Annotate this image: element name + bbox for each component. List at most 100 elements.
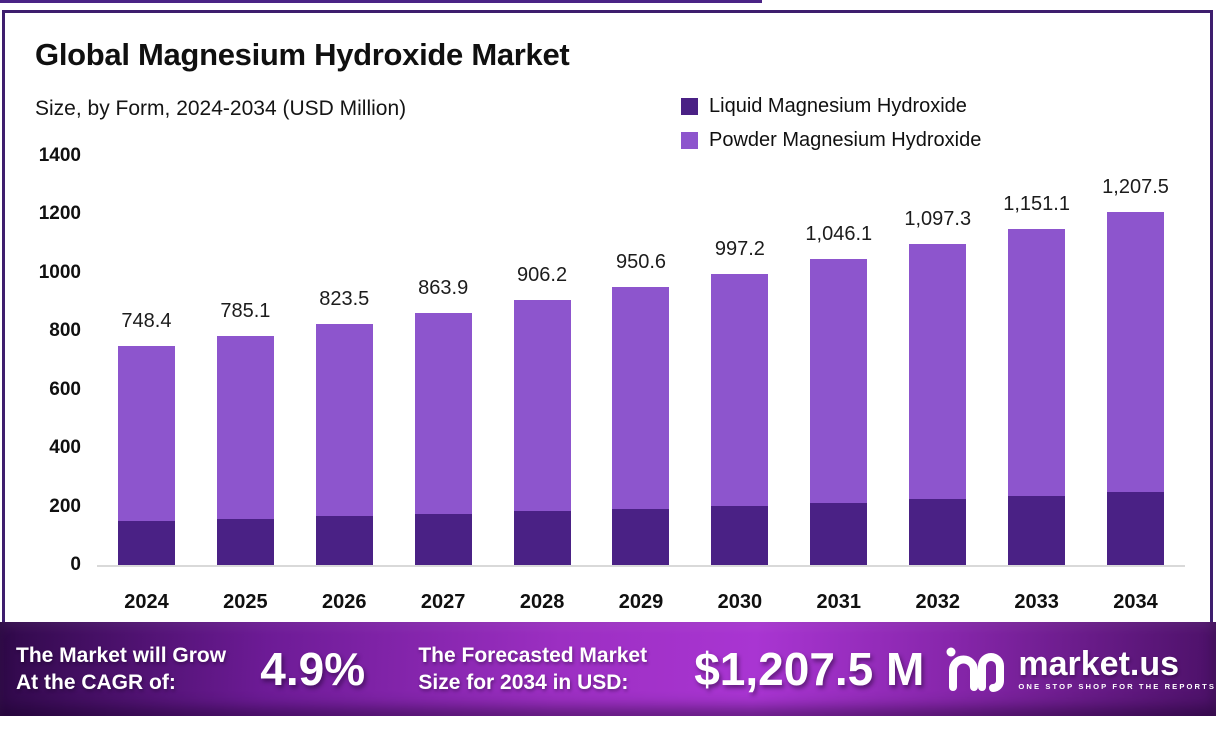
y-tick-800: 800 [49, 320, 81, 342]
liquid-segment-2024 [117, 521, 175, 565]
powder-segment-2032 [909, 244, 967, 500]
powder-swatch-icon [681, 132, 698, 149]
liquid-segment-2027 [414, 513, 472, 565]
liquid-segment-2033 [1008, 495, 1066, 565]
bar-2027: 863.9 [414, 277, 472, 565]
bar-2024: 748.4 [117, 310, 175, 565]
x-label-2032: 2032 [915, 591, 960, 613]
powder-segment-2024 [117, 346, 175, 522]
chart-subtitle: Size, by Form, 2024-2034 (USD Million) [35, 97, 407, 120]
liquid-segment-2025 [216, 518, 274, 565]
bar-value-2027: 863.9 [418, 276, 469, 299]
x-label-2030: 2030 [717, 591, 763, 613]
cagr-value: 4.9% [260, 643, 366, 695]
y-tick-1000: 1000 [38, 261, 81, 283]
bar-group-2032: 1,097.3 [888, 156, 987, 565]
bar-group-2030: 997.2 [690, 156, 789, 565]
liquid-segment-2029 [612, 508, 670, 565]
bar-group-2027: 863.9 [394, 156, 493, 565]
forecast-label-line1: The Forecasted Market [418, 644, 648, 667]
legend-item-liquid: Liquid Magnesium Hydroxide [681, 95, 981, 118]
liquid-segment-2026 [315, 516, 373, 565]
x-label-2031: 2031 [816, 591, 862, 613]
bar-2033: 1,151.1 [1003, 193, 1070, 565]
y-tick-0: 0 [70, 554, 81, 575]
x-label-2025: 2025 [223, 591, 268, 613]
x-label-2026: 2026 [322, 591, 367, 613]
legend: Liquid Magnesium Hydroxide Powder Magnes… [681, 95, 981, 152]
powder-segment-2026 [315, 324, 373, 517]
bar-2025: 785.1 [216, 300, 274, 565]
forecast-value: $1,207.5 M [694, 643, 925, 695]
y-tick-600: 600 [49, 378, 81, 400]
powder-segment-2028 [513, 300, 571, 512]
forecast-label: The Forecasted Market Size for 2034 in U… [418, 642, 690, 696]
bar-value-2033: 1,151.1 [1003, 192, 1070, 215]
forecast-label-line2: Size for 2034 in USD: [418, 671, 629, 694]
bar-value-2028: 906.2 [517, 264, 568, 287]
bar-group-2034: 1,207.5 [1086, 156, 1185, 565]
powder-segment-2030 [711, 273, 769, 506]
bar-group-2033: 1,151.1 [987, 156, 1086, 565]
liquid-swatch-icon [681, 98, 698, 115]
powder-segment-2034 [1107, 212, 1165, 493]
bar-2034: 1,207.5 [1102, 176, 1169, 565]
cagr-label-line1: The Market will Grow [16, 644, 227, 667]
bar-group-2028: 906.2 [493, 156, 592, 565]
x-axis: 2024 2025 2026 2027 2028 2029 2030 2031 2032 2033… [97, 591, 1185, 614]
liquid-segment-2034 [1107, 492, 1165, 565]
marketus-logo: market.us ONE STOP SHOP FOR THE REPORTS [944, 643, 1216, 695]
legend-label-powder: Powder Magnesium Hydroxide [709, 129, 982, 151]
top-border-line [0, 0, 762, 3]
bar-group-2031: 1,046.1 [789, 156, 888, 565]
bar-value-2029: 950.6 [615, 251, 667, 274]
y-axis: 0 200 400 600 800 1000 1200 1400 [19, 145, 81, 575]
legend-item-powder: Powder Magnesium Hydroxide [681, 129, 981, 152]
liquid-segment-2031 [810, 502, 868, 565]
powder-segment-2027 [414, 312, 472, 514]
bar-2028: 906.2 [513, 264, 571, 565]
powder-segment-2025 [216, 335, 274, 519]
bar-group-2026: 823.5 [295, 156, 394, 565]
x-label-2027: 2027 [420, 591, 466, 613]
y-tick-1200: 1200 [38, 203, 81, 225]
bar-2031: 1,046.1 [805, 223, 872, 565]
chart-title: Global Magnesium Hydroxide Market [35, 37, 570, 72]
cagr-label-line2: At the CAGR of: [16, 671, 176, 694]
liquid-segment-2028 [513, 511, 571, 565]
bar-value-2024: 748.4 [121, 310, 172, 333]
x-label-2034: 2034 [1113, 591, 1158, 613]
powder-segment-2029 [612, 287, 670, 509]
brand-tagline: ONE STOP SHOP FOR THE REPORTS [1018, 681, 1216, 691]
marketus-logo-icon [946, 647, 1005, 692]
bar-value-2025: 785.1 [220, 299, 271, 322]
liquid-segment-2030 [711, 505, 769, 565]
bar-value-2032: 1,097.3 [904, 208, 972, 231]
y-tick-1400: 1400 [38, 145, 81, 166]
bar-value-2030: 997.2 [714, 237, 765, 260]
chart-frame: Global Magnesium Hydroxide Market Size, … [2, 10, 1213, 622]
liquid-segment-2032 [909, 499, 967, 565]
powder-segment-2033 [1008, 228, 1066, 496]
powder-segment-2031 [810, 259, 868, 503]
bar-group-2025: 785.1 [196, 156, 295, 565]
bar-2032: 1,097.3 [904, 208, 971, 565]
y-tick-400: 400 [49, 437, 81, 459]
x-label-2033: 2033 [1014, 591, 1059, 613]
x-label-2028: 2028 [519, 591, 565, 613]
cagr-label: The Market will Grow At the CAGR of: [16, 642, 260, 696]
y-tick-200: 200 [49, 495, 81, 517]
bar-value-2034: 1,207.5 [1102, 176, 1169, 199]
marketus-logo-text: market.us ONE STOP SHOP FOR THE REPORTS [1018, 644, 1216, 691]
bar-group-2029: 950.6 [592, 156, 691, 565]
bar-value-2031: 1,046.1 [805, 223, 873, 246]
bar-2030: 997.2 [711, 238, 769, 565]
legend-label-liquid: Liquid Magnesium Hydroxide [709, 95, 967, 117]
x-label-2029: 2029 [618, 591, 664, 613]
brand-name: market.us [1018, 644, 1180, 683]
bar-group-2024: 748.4 [97, 156, 196, 565]
x-label-2024: 2024 [124, 591, 169, 613]
bar-value-2026: 823.5 [319, 288, 370, 311]
plot-area: 748.4 785.1 823.5 863.9 906.2 950.6 997.2 1,046… [97, 156, 1185, 567]
